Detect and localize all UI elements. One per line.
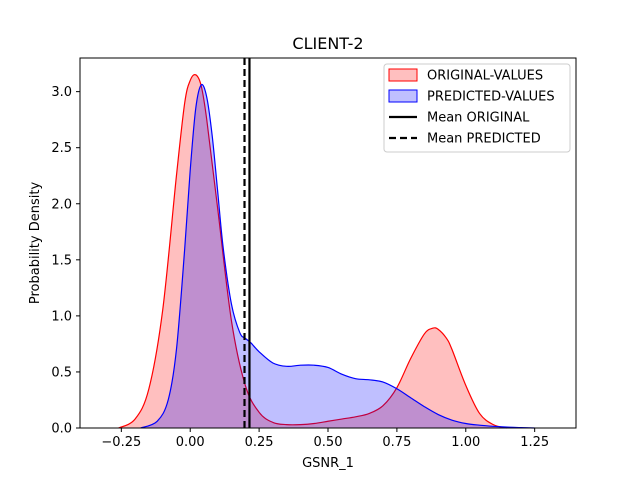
y-tick-label: 1.0 — [51, 309, 72, 324]
y-axis-label: Probability Density — [28, 182, 43, 305]
x-axis-label: GSNR_1 — [302, 456, 354, 471]
y-tick-label: 2.5 — [51, 141, 72, 156]
legend-label: PREDICTED-VALUES — [427, 90, 555, 105]
legend-label: ORIGINAL-VALUES — [427, 69, 543, 84]
legend: ORIGINAL-VALUES PREDICTED-VALUES Mean ORIG… — [383, 63, 571, 153]
y-tick-label: 2.0 — [51, 197, 72, 212]
series-layer — [118, 74, 535, 429]
y-axis: 0.0 0.5 1.0 1.5 2.0 2.5 3.0 — [51, 85, 80, 437]
legend-label: Mean PREDICTED — [427, 132, 541, 147]
y-tick-label: 0.0 — [51, 422, 72, 437]
reference-line-layer — [243, 58, 251, 428]
x-tick-label: 0.25 — [245, 435, 274, 450]
y-tick-label: 0.5 — [51, 365, 72, 380]
y-tick-label: 3.0 — [51, 85, 72, 100]
series-line-1 — [118, 74, 508, 429]
legend-label: Mean ORIGINAL — [427, 111, 530, 126]
x-tick-label: 1.25 — [520, 435, 549, 450]
x-tick-label: 0.75 — [382, 435, 411, 450]
chart-title: CLIENT-2 — [292, 34, 363, 53]
series-line-2 — [140, 83, 535, 429]
series-area-2 — [140, 84, 535, 428]
series-area-1 — [118, 74, 508, 429]
x-axis: −0.25 0.00 0.25 0.50 0.75 1.00 1.25 — [101, 428, 549, 450]
legend-swatch — [388, 68, 418, 82]
legend-box — [383, 63, 571, 153]
x-tick-label: 1.00 — [451, 435, 480, 450]
x-tick-label: 0.00 — [176, 435, 205, 450]
x-tick-label: −0.25 — [101, 435, 141, 450]
y-tick-label: 1.5 — [51, 253, 72, 268]
x-tick-label: 0.50 — [314, 435, 343, 450]
legend-swatch — [388, 89, 418, 103]
